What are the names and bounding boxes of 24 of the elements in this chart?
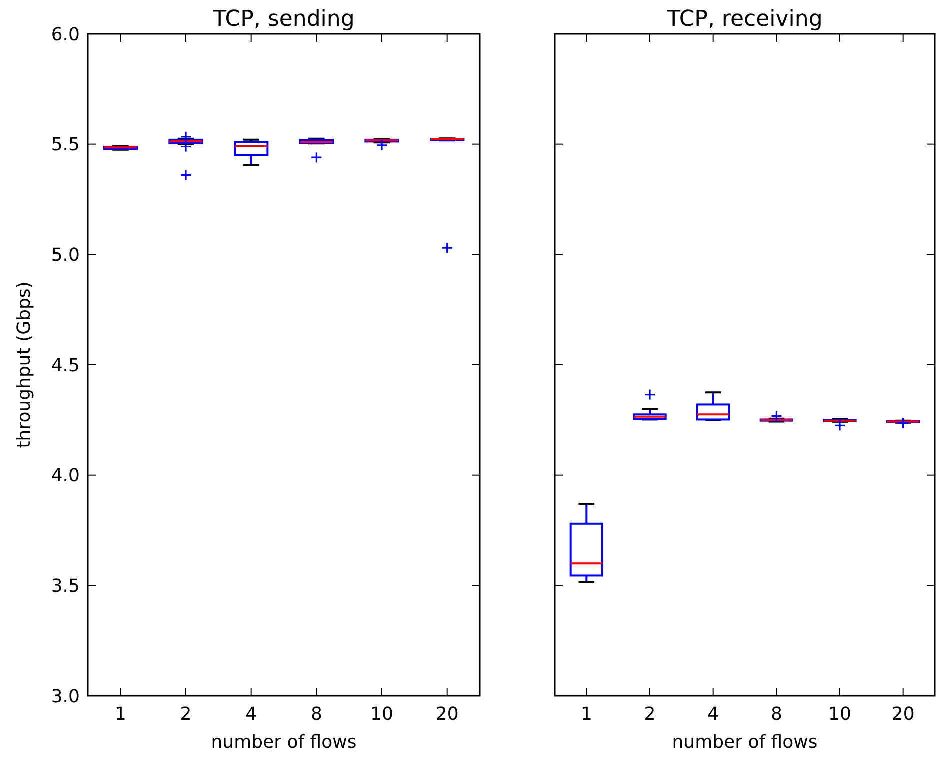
y-tick-label: 5.5 xyxy=(51,134,80,156)
x-axis-title: number of flows xyxy=(672,732,818,753)
y-tick-label: 4.5 xyxy=(51,355,80,376)
y-tick-label: 4.0 xyxy=(51,466,80,487)
x-tick-label: 20 xyxy=(436,704,459,725)
chart-title: TCP, receiving xyxy=(666,7,823,32)
x-tick-label: 10 xyxy=(370,704,394,725)
y-tick-label: 3.5 xyxy=(51,576,80,597)
x-tick-label: 1 xyxy=(114,704,126,725)
x-tick-label: 2 xyxy=(180,704,192,725)
y-tick-label: 5.0 xyxy=(51,244,80,266)
chart-title: TCP, sending xyxy=(212,7,355,32)
y-tick-label: 3.0 xyxy=(51,686,80,708)
x-tick-label: 2 xyxy=(644,704,656,725)
x-axis-title: number of flows xyxy=(211,732,357,753)
x-tick-label: 1 xyxy=(580,704,592,725)
x-tick-label: 10 xyxy=(828,704,852,725)
x-tick-label: 8 xyxy=(770,704,782,725)
y-tick-label: 6.0 xyxy=(51,24,80,46)
y-axis-title: throughput (Gbps) xyxy=(14,282,35,448)
x-tick-label: 4 xyxy=(246,704,258,725)
x-tick-label: 4 xyxy=(708,704,720,725)
x-tick-label: 20 xyxy=(892,704,915,725)
x-tick-label: 8 xyxy=(310,704,322,725)
